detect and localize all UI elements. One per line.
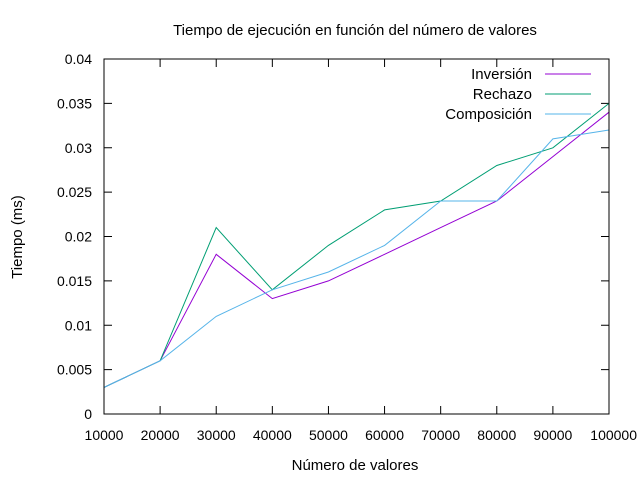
legend-label: Rechazo <box>473 86 532 103</box>
series-line-1 <box>103 111 610 388</box>
chart-title: Tiempo de ejecución en función del númer… <box>173 22 537 39</box>
y-axis-label: Tiempo (ms) <box>9 195 26 279</box>
x-tick-label: 70000 <box>421 427 460 443</box>
legend-label: Composición <box>445 106 532 123</box>
x-tick-label: 10000 <box>85 427 124 443</box>
plot-border <box>103 58 610 415</box>
x-tick-label: 60000 <box>365 427 404 443</box>
y-tick-label: 0.035 <box>57 95 92 111</box>
y-tick-label: 0.03 <box>65 140 92 156</box>
x-tick-label: 50000 <box>309 427 348 443</box>
ticks-layer: 0 0.005 0.01 0.015 0.02 0.025 0.03 0.035 0.04 100… <box>57 51 637 443</box>
y-tick-label: 0 <box>84 406 92 422</box>
x-axis-label: Número de valores <box>292 457 419 474</box>
y-tick-label: 0.005 <box>57 362 92 378</box>
legend: Inversión Rechazo Composición <box>445 66 591 123</box>
y-tick-label: 0.015 <box>57 273 92 289</box>
y-tick-label: 0.01 <box>65 317 92 333</box>
series-line-2 <box>103 103 610 388</box>
series-line-3 <box>103 129 610 388</box>
x-tick-label: 40000 <box>253 427 292 443</box>
series-layer <box>103 103 610 388</box>
y-tick-label: 0.025 <box>57 184 92 200</box>
x-tick-label: 30000 <box>197 427 236 443</box>
x-tick-label: 20000 <box>141 427 180 443</box>
legend-label: Inversión <box>471 66 532 83</box>
y-tick-label: 0.02 <box>65 229 92 245</box>
x-tick-label: 80000 <box>477 427 516 443</box>
y-tick-label: 0.04 <box>65 51 92 67</box>
x-tick-label: 100000 <box>590 427 637 443</box>
x-tick-label: 90000 <box>533 427 572 443</box>
